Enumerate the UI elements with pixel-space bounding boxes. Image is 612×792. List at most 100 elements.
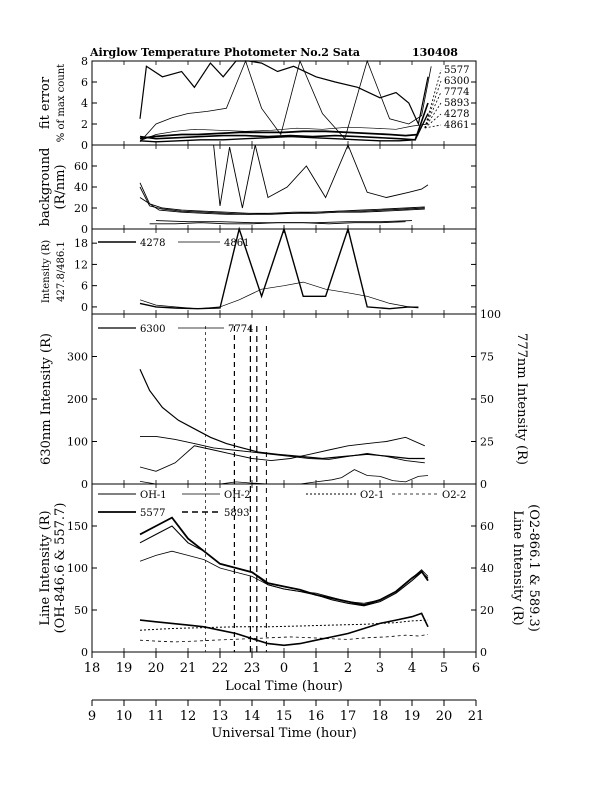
series-fit-error-4278: [139, 113, 429, 143]
ytick-label: 6: [81, 76, 88, 89]
legend-label-5893: 5893: [444, 98, 469, 109]
ytick-right-label: 60: [480, 520, 494, 533]
ylabel-right-line-intensity: (O2-866.1 & 589.3): [526, 504, 541, 632]
ylabel-intensity-427-486: 427.8/486.1: [56, 241, 67, 302]
series-fit-error-7774: [139, 59, 432, 143]
ut-xtick-label: 18: [372, 709, 389, 724]
ylabel-right-line-intensity: Line Intensity (R): [510, 510, 525, 625]
ytick-label: 4: [81, 97, 88, 110]
ytick-right-label: 50: [480, 393, 494, 406]
ut-xtick-label: 9: [88, 709, 96, 724]
local-xtick-label: 20: [148, 661, 165, 676]
ylabel-fit-error: fit error: [38, 76, 53, 129]
local-xtick-label: 21: [180, 661, 197, 676]
ylabel-line-intensity: (OH-846.6 & 557.7): [53, 503, 68, 634]
local-xtick-label: 19: [116, 661, 133, 676]
legend-label-O2-1: O2-1: [360, 490, 384, 501]
ut-xtick-label: 13: [212, 709, 229, 724]
legend-label-5893: 5893: [224, 508, 249, 519]
ylabel-right-630-777-intensity: 777nm Intensity (R): [514, 333, 529, 465]
legend-label-4861: 4861: [444, 120, 469, 131]
series-630-777-intensity-6300: [139, 369, 425, 460]
series-630-777-intensity-thin1: [140, 435, 425, 464]
ylabel-intensity-427-486: Intensity (R): [41, 240, 52, 303]
series-background-b: [139, 186, 425, 215]
series-fit-error-4861: [139, 123, 429, 142]
ytick-label: 0: [81, 478, 88, 491]
legend-connector-7774: [424, 91, 442, 129]
ylabel-line-intensity: Line Intensity (R): [38, 510, 53, 625]
ylabel-background: background: [38, 148, 53, 227]
chart-title: Airglow Temperature Photometer No.2 Sata: [89, 46, 360, 59]
ytick-label: 100: [67, 436, 88, 449]
legend-label-4861: 4861: [224, 238, 249, 249]
legend-label-4278: 4278: [140, 238, 165, 249]
local-xtick-label: 23: [244, 661, 261, 676]
ytick-label: 2: [81, 118, 88, 131]
series-background-f: [213, 143, 429, 209]
series-fit-error-5577: [139, 130, 419, 140]
legend-connector-6300: [424, 80, 442, 129]
series-background-e: [149, 221, 406, 225]
local-xtick-label: 22: [212, 661, 229, 676]
panel-frames: [91, 60, 477, 653]
legend-label-5577: 5577: [140, 508, 165, 519]
series-line-intensity-OH-1: [139, 525, 429, 607]
local-xtick-label: 4: [408, 661, 416, 676]
legend-label-O2-2: O2-2: [442, 490, 466, 501]
ytick-right-label: 20: [480, 604, 494, 617]
event-markers: [205, 326, 267, 652]
ut-xtick-label: 17: [340, 709, 357, 724]
ytick-label: 50: [74, 604, 88, 617]
series-line-intensity-OH-2: [139, 550, 429, 604]
local-xtick-label: 3: [376, 661, 384, 676]
series-630-777-intensity-thin2: [139, 436, 425, 472]
ylabel-background: (R/nm): [53, 164, 68, 209]
legend-label-4278: 4278: [444, 109, 469, 120]
ytick-label: 200: [67, 393, 88, 406]
local-xtick-label: 1: [312, 661, 320, 676]
local-xtick-label: 18: [84, 661, 101, 676]
ytick-label: 100: [67, 562, 88, 575]
series-line-intensity-O2-1: [139, 619, 429, 631]
axis-ticks: 0246802040600612180100200300025507510005…: [67, 55, 501, 724]
ut-xtick-label: 20: [436, 709, 453, 724]
ytick-right-label: 40: [480, 562, 494, 575]
ytick-label: 300: [67, 351, 88, 364]
local-xtick-label: 5: [440, 661, 448, 676]
xlabel-universal-time: Universal Time (hour): [211, 726, 356, 741]
ytick-right-label: 75: [480, 351, 494, 364]
ytick-right-label: 100: [480, 308, 501, 321]
ut-xtick-label: 15: [276, 709, 293, 724]
series-fit-error-6300: [139, 60, 429, 126]
local-xtick-label: 2: [344, 661, 352, 676]
series-line-intensity-O2-2: [139, 634, 429, 643]
legend-label-7774: 7774: [444, 87, 469, 98]
series-630-777-intensity-7774: [139, 469, 429, 485]
legend-label-7774: 7774: [228, 324, 253, 335]
ut-xtick-label: 14: [244, 709, 261, 724]
chart-date: 130408: [412, 46, 458, 59]
ylabel-630-777-intensity: 630nm Intensity (R): [39, 333, 54, 465]
ytick-label: 40: [74, 181, 88, 194]
legend-connector-5893: [424, 102, 442, 129]
ytick-right-label: 25: [480, 436, 494, 449]
series-line-intensity-5893: [139, 612, 429, 647]
ylabel-fit-error: % of max count: [56, 64, 67, 142]
ytick-label: 12: [74, 258, 88, 271]
ytick-label: 60: [74, 160, 88, 173]
legend-label-6300: 6300: [140, 324, 165, 335]
series-intensity-427-486-4278: [139, 226, 419, 310]
ytick-label: 18: [74, 237, 88, 250]
ut-xtick-label: 10: [116, 709, 133, 724]
xlabel-local-time: Local Time (hour): [225, 679, 343, 694]
series-background-c: [139, 197, 425, 215]
local-xtick-label: 0: [280, 661, 288, 676]
series-fit-error-5893: [139, 102, 429, 141]
ytick-label: 20: [74, 202, 88, 215]
legend-label-6300: 6300: [444, 76, 469, 87]
ut-xtick-label: 16: [308, 709, 325, 724]
